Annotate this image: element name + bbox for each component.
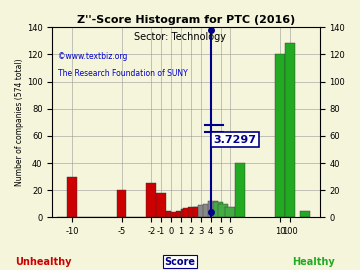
Bar xyxy=(235,163,245,217)
Bar xyxy=(275,54,285,217)
Bar xyxy=(225,207,235,217)
Text: The Research Foundation of SUNY: The Research Foundation of SUNY xyxy=(58,69,187,78)
Text: Healthy: Healthy xyxy=(292,256,334,266)
Text: ©www.textbiz.org: ©www.textbiz.org xyxy=(58,52,127,61)
Bar xyxy=(176,211,181,217)
Bar xyxy=(218,204,228,217)
Bar xyxy=(171,212,176,217)
Bar xyxy=(208,201,218,217)
Bar xyxy=(67,177,77,217)
Bar xyxy=(285,43,295,217)
Y-axis label: Number of companies (574 total): Number of companies (574 total) xyxy=(15,59,24,186)
Bar xyxy=(166,211,171,217)
Text: Sector: Technology: Sector: Technology xyxy=(134,32,226,42)
Bar xyxy=(203,204,213,217)
Bar xyxy=(300,211,310,217)
Bar xyxy=(213,202,223,217)
Bar xyxy=(198,205,208,217)
Bar xyxy=(117,190,126,217)
Text: Unhealthy: Unhealthy xyxy=(15,256,71,266)
Bar xyxy=(156,193,166,217)
Bar xyxy=(193,207,203,217)
Bar xyxy=(181,209,186,217)
Bar xyxy=(183,208,193,217)
Text: 3.7297: 3.7297 xyxy=(213,135,257,145)
Bar xyxy=(146,183,156,217)
Text: Score: Score xyxy=(165,256,195,266)
Bar xyxy=(188,207,198,217)
Title: Z''-Score Histogram for PTC (2016): Z''-Score Histogram for PTC (2016) xyxy=(77,15,295,25)
